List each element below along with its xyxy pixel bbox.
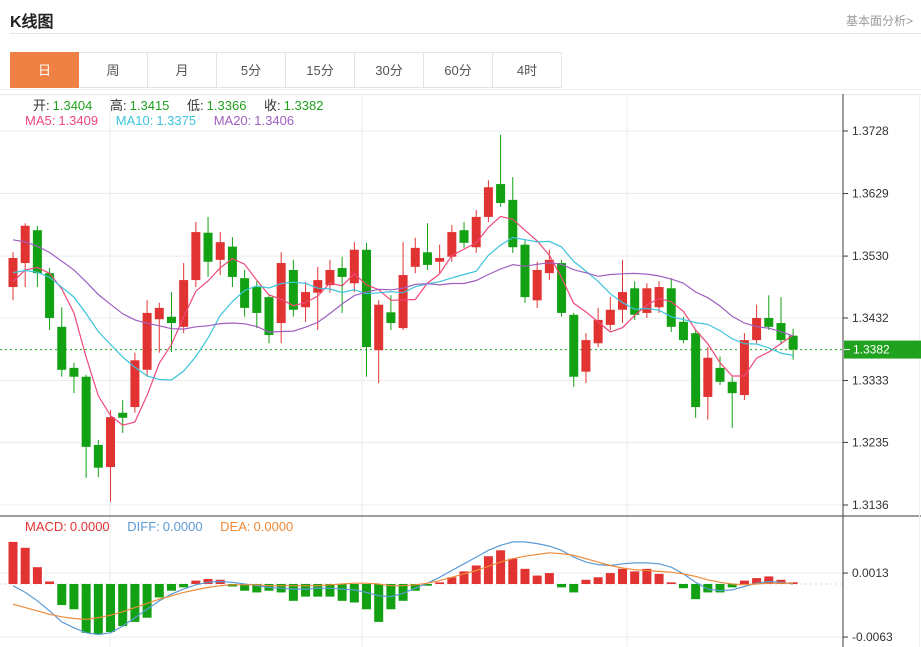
tab-5min[interactable]: 5分 [217, 52, 286, 88]
macd-histogram [8, 541, 798, 635]
svg-text:1.3432: 1.3432 [852, 311, 889, 325]
ma10-value: 1.3375 [156, 113, 197, 128]
ma-row: MA5: 1.3409 MA10: 1.3375 MA20: 1.3406 [25, 113, 297, 128]
ma5-value: 1.3409 [58, 113, 99, 128]
ohlc-row: 开: 1.3404 高: 1.3415 低: 1.3366 收: 1.3382 [33, 95, 326, 114]
open-label: 开: [33, 98, 50, 113]
low-value: 1.3366 [206, 98, 247, 113]
dea-label: DEA: [220, 519, 251, 534]
tab-15min[interactable]: 15分 [286, 52, 355, 88]
price-axis-labels: 1.3728 1.3629 1.3530 1.3432 1.3333 1.3235 1.31… [843, 124, 893, 644]
tabs-bottom-border [0, 89, 921, 90]
svg-text:1.3629: 1.3629 [852, 187, 889, 201]
chart-area: 1.3728 1.3629 1.3530 1.3432 1.3333 1.3235 1.31… [0, 94, 921, 647]
ma10-label: MA10: [115, 113, 154, 128]
tab-week[interactable]: 周 [79, 52, 148, 88]
tab-4hour[interactable]: 4时 [493, 52, 562, 88]
header-divider [10, 33, 921, 34]
high-value: 1.3415 [129, 98, 170, 113]
kline-chart[interactable]: 1.3728 1.3629 1.3530 1.3432 1.3333 1.3235 1.31… [0, 94, 921, 647]
page-title: K线图 [10, 14, 54, 31]
svg-text:-0.0063: -0.0063 [852, 630, 893, 644]
svg-text:1.3136: 1.3136 [852, 498, 889, 512]
tab-60min[interactable]: 60分 [424, 52, 493, 88]
open-value: 1.3404 [52, 98, 93, 113]
macd-label: MACD: [25, 519, 67, 534]
diff-label: DIFF: [127, 519, 160, 534]
macd-row: MACD: 0.0000 DIFF: 0.0000 DEA: 0.0000 [25, 519, 296, 534]
ma20-line [12, 239, 794, 337]
ma5-line [12, 215, 794, 426]
svg-text:1.3333: 1.3333 [852, 374, 889, 388]
frame [0, 94, 921, 647]
dea-line [12, 552, 794, 621]
close-label: 收: [264, 98, 281, 113]
svg-text:1.3728: 1.3728 [852, 124, 889, 138]
close-value: 1.3382 [283, 98, 324, 113]
ma20-label: MA20: [213, 113, 252, 128]
svg-text:1.3530: 1.3530 [852, 249, 889, 263]
current-price-tag: 1.3382 [844, 340, 921, 359]
low-label: 低: [187, 98, 204, 113]
interval-tabs: 日 周 月 5分 15分 30分 60分 4时 [10, 52, 562, 88]
svg-text:1.3382: 1.3382 [853, 343, 890, 357]
diff-line [12, 541, 794, 636]
tab-month[interactable]: 月 [148, 52, 217, 88]
svg-text:1.3235: 1.3235 [852, 435, 889, 449]
ma10-line [12, 236, 794, 381]
ma20-value: 1.3406 [254, 113, 295, 128]
high-label: 高: [110, 98, 127, 113]
tab-30min[interactable]: 30分 [355, 52, 424, 88]
fundamental-analysis-link[interactable]: 基本面分析> [845, 14, 913, 28]
svg-text:0.0013: 0.0013 [852, 566, 889, 580]
macd-value: 0.0000 [69, 519, 110, 534]
diff-value: 0.0000 [162, 519, 203, 534]
candles [8, 134, 798, 502]
ma5-label: MA5: [25, 113, 56, 128]
tab-day[interactable]: 日 [10, 52, 79, 88]
dea-value: 0.0000 [253, 519, 294, 534]
